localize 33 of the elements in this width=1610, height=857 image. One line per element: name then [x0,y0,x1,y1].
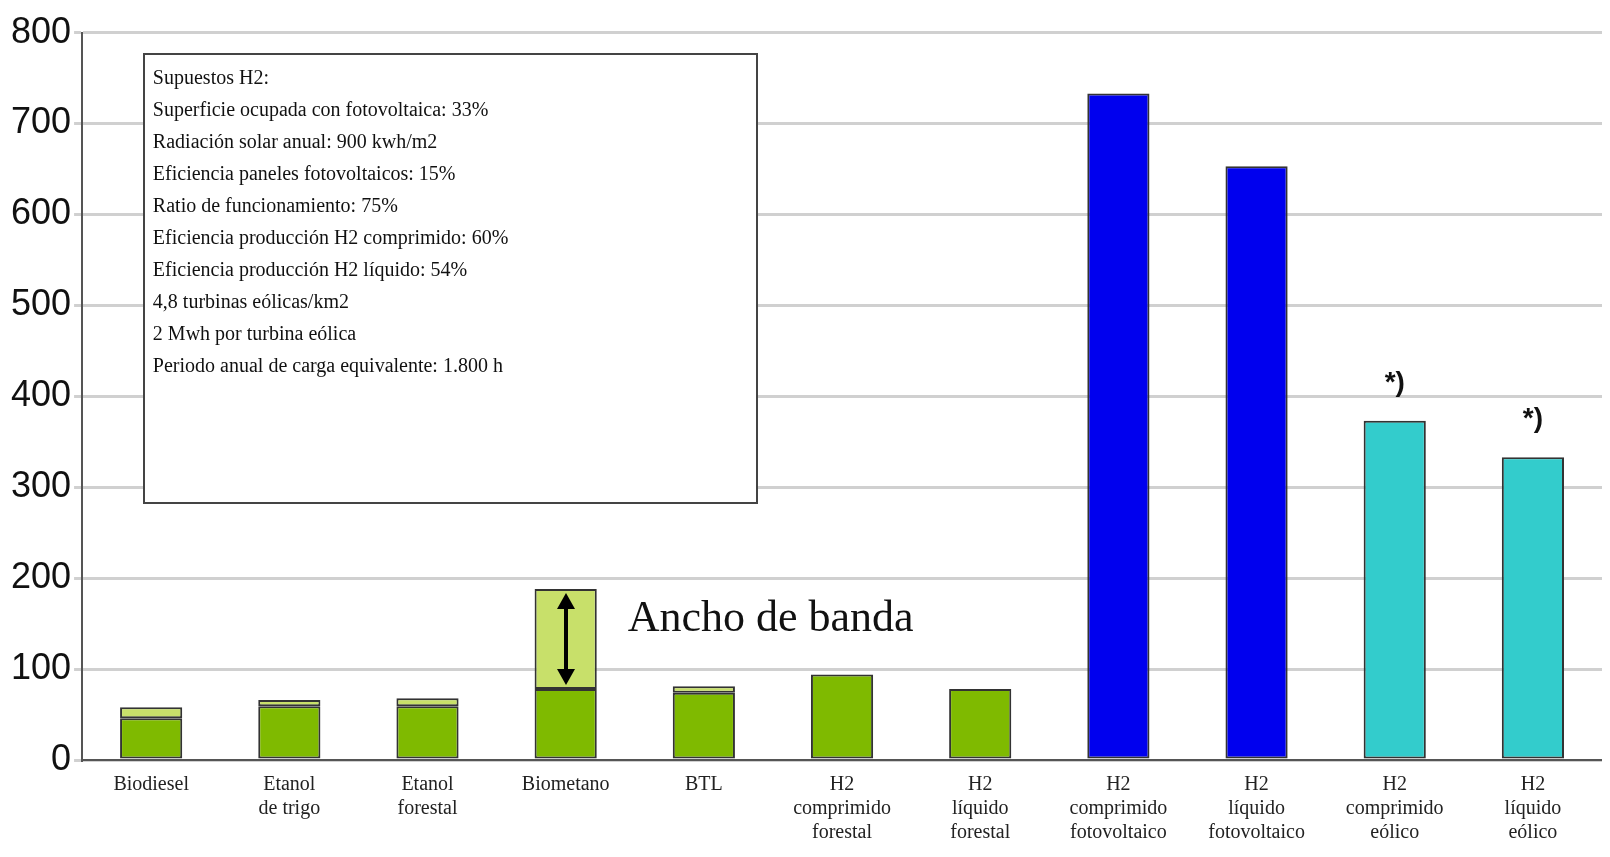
annotation: Eficiencia paneles fotovoltaicos: 15% [152,160,457,187]
annotation: Radiación solar anual: 900 kwh/m2 [152,128,439,154]
y-tick-label: 300 [10,464,72,506]
x-tick-label: H2 comprimido fotovoltaico [1069,772,1168,843]
x-tick-label: Biodiesel [113,772,190,795]
y-tick-label: 400 [10,373,72,415]
y-tick-label: 800 [10,9,72,51]
y-tick-label: 200 [10,555,72,597]
y-tick-label: 100 [10,646,72,687]
x-tick-label: H2 líquido eólico [1504,772,1562,843]
x-tick-label: H2 líquido fotovoltaico [1208,772,1305,843]
y-tick-label: 700 [10,100,72,142]
y-tick-label: 0 [51,736,72,778]
annotation: *) [1384,365,1405,397]
x-tick-label: H2 líquido forestal [950,772,1011,843]
annotation: Periodo anual de carga equivalente: 1.800 h [152,352,504,379]
annotation: Supuestos H2: [152,64,270,91]
x-tick-label: Etanol forestal [397,772,458,819]
annotation: 2 Mwh por turbina eólica [152,320,358,347]
y-tick-label: 500 [10,282,72,324]
annotation: Eficiencia producción H2 comprimido: 60% [152,224,510,251]
x-tick-label: Biometano [521,772,610,795]
annotation: 4,8 turbinas eólicas/km2 [152,288,350,314]
x-tick-label: H2 comprimido eólico [1345,772,1444,843]
y-tick-label: 600 [10,191,72,233]
x-tick-label: BTL [684,772,723,795]
x-tick-label: H2 comprimido forestal [793,772,891,843]
annotation: *) [1522,401,1544,433]
annotation: Ancho de banda [627,591,914,641]
annotation: Superficie ocupada con fotovoltaica: 33% [152,96,490,123]
annotation: Eficiencia producción H2 líquido: 54% [152,256,469,283]
annotation: Ratio de funcionamiento: 75% [152,192,399,218]
x-tick-label: Etanol de trigo [258,772,321,820]
